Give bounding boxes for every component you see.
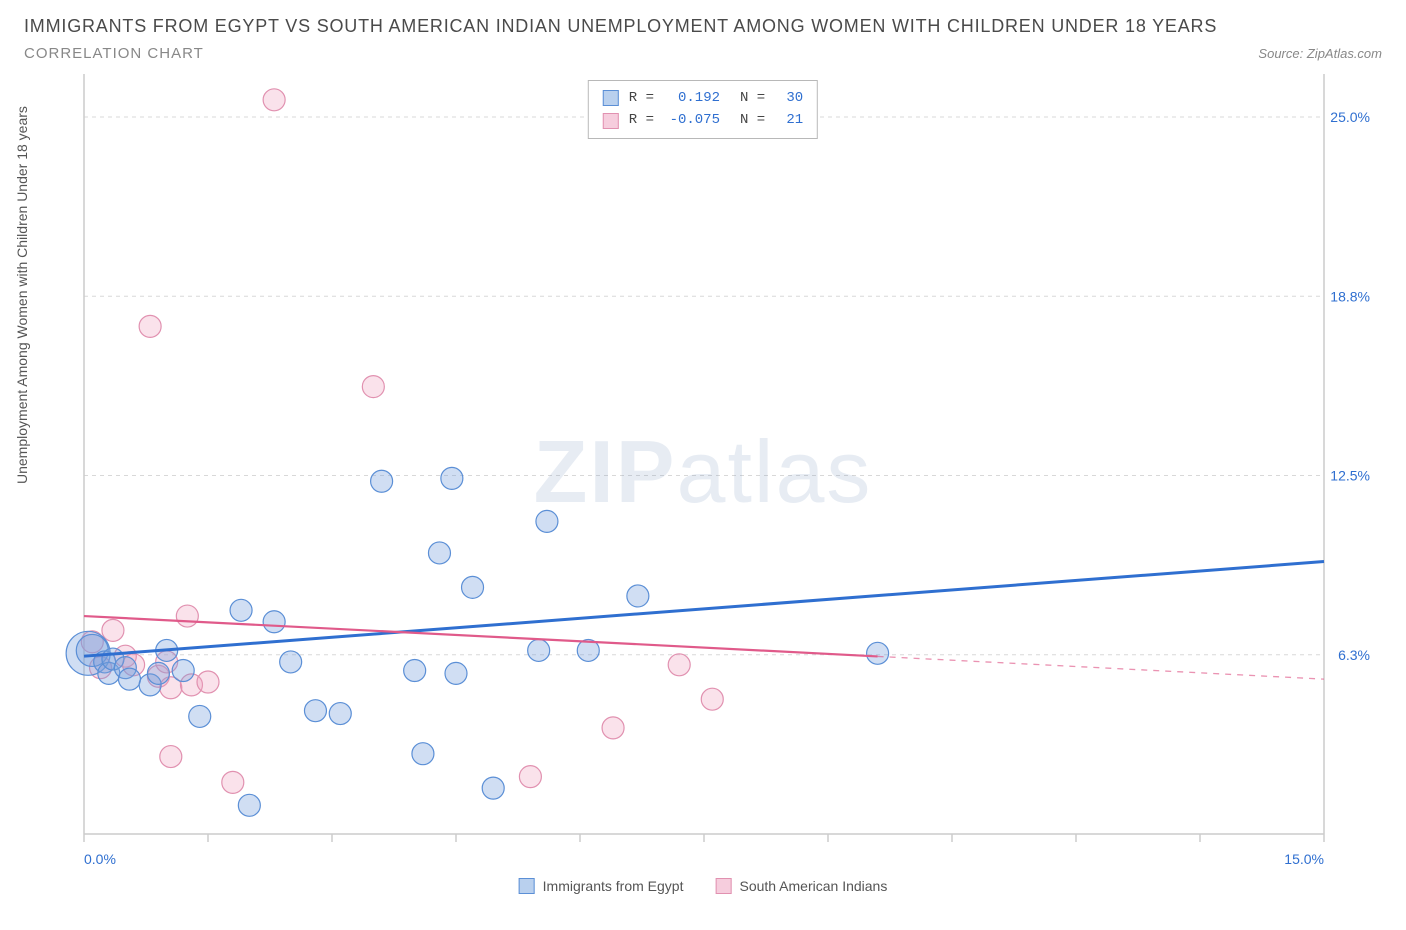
stats-r-label: R = [629,87,654,109]
svg-text:18.8%: 18.8% [1330,288,1370,304]
stats-row: R = -0.075 N = 21 [603,109,803,131]
source-name: ZipAtlas.com [1307,46,1382,61]
chart-title: IMMIGRANTS FROM EGYPT VS SOUTH AMERICAN … [24,16,1382,37]
legend-swatch [519,878,535,894]
stats-r-value: -0.075 [664,109,720,131]
legend-swatch [715,878,731,894]
svg-text:15.0%: 15.0% [1284,851,1324,867]
legend-label: Immigrants from Egypt [543,878,684,894]
chart-area: Unemployment Among Women with Children U… [24,74,1382,894]
stats-r-value: 0.192 [664,87,720,109]
stats-n-label: N = [740,87,765,109]
stats-row: R = 0.192 N = 30 [603,87,803,109]
stats-swatch [603,113,619,129]
subtitle-row: CORRELATION CHART Source: ZipAtlas.com [24,45,1382,62]
svg-text:0.0%: 0.0% [84,851,116,867]
stats-legend-box: R = 0.192 N = 30 R = -0.075 N = 21 [588,80,818,139]
chart-subtitle: CORRELATION CHART [24,45,204,62]
legend-label: South American Indians [739,878,887,894]
stats-n-value: 30 [775,87,803,109]
legend-bottom: Immigrants from Egypt South American Indi… [519,878,888,894]
stats-swatch [603,90,619,106]
source-label: Source: [1258,46,1303,61]
svg-text:12.5%: 12.5% [1330,468,1370,484]
legend-item: South American Indians [715,878,887,894]
legend-item: Immigrants from Egypt [519,878,684,894]
svg-text:25.0%: 25.0% [1330,109,1370,125]
scatter-plot: 6.3% 12.5% 18.8% 25.0% 0.0% 15.0% [24,74,1382,894]
stats-n-label: N = [740,109,765,131]
stats-r-label: R = [629,109,654,131]
source-credit: Source: ZipAtlas.com [1258,46,1382,61]
stats-n-value: 21 [775,109,803,131]
y-axis-label: Unemployment Among Women with Children U… [14,106,30,484]
svg-text:6.3%: 6.3% [1338,647,1370,663]
